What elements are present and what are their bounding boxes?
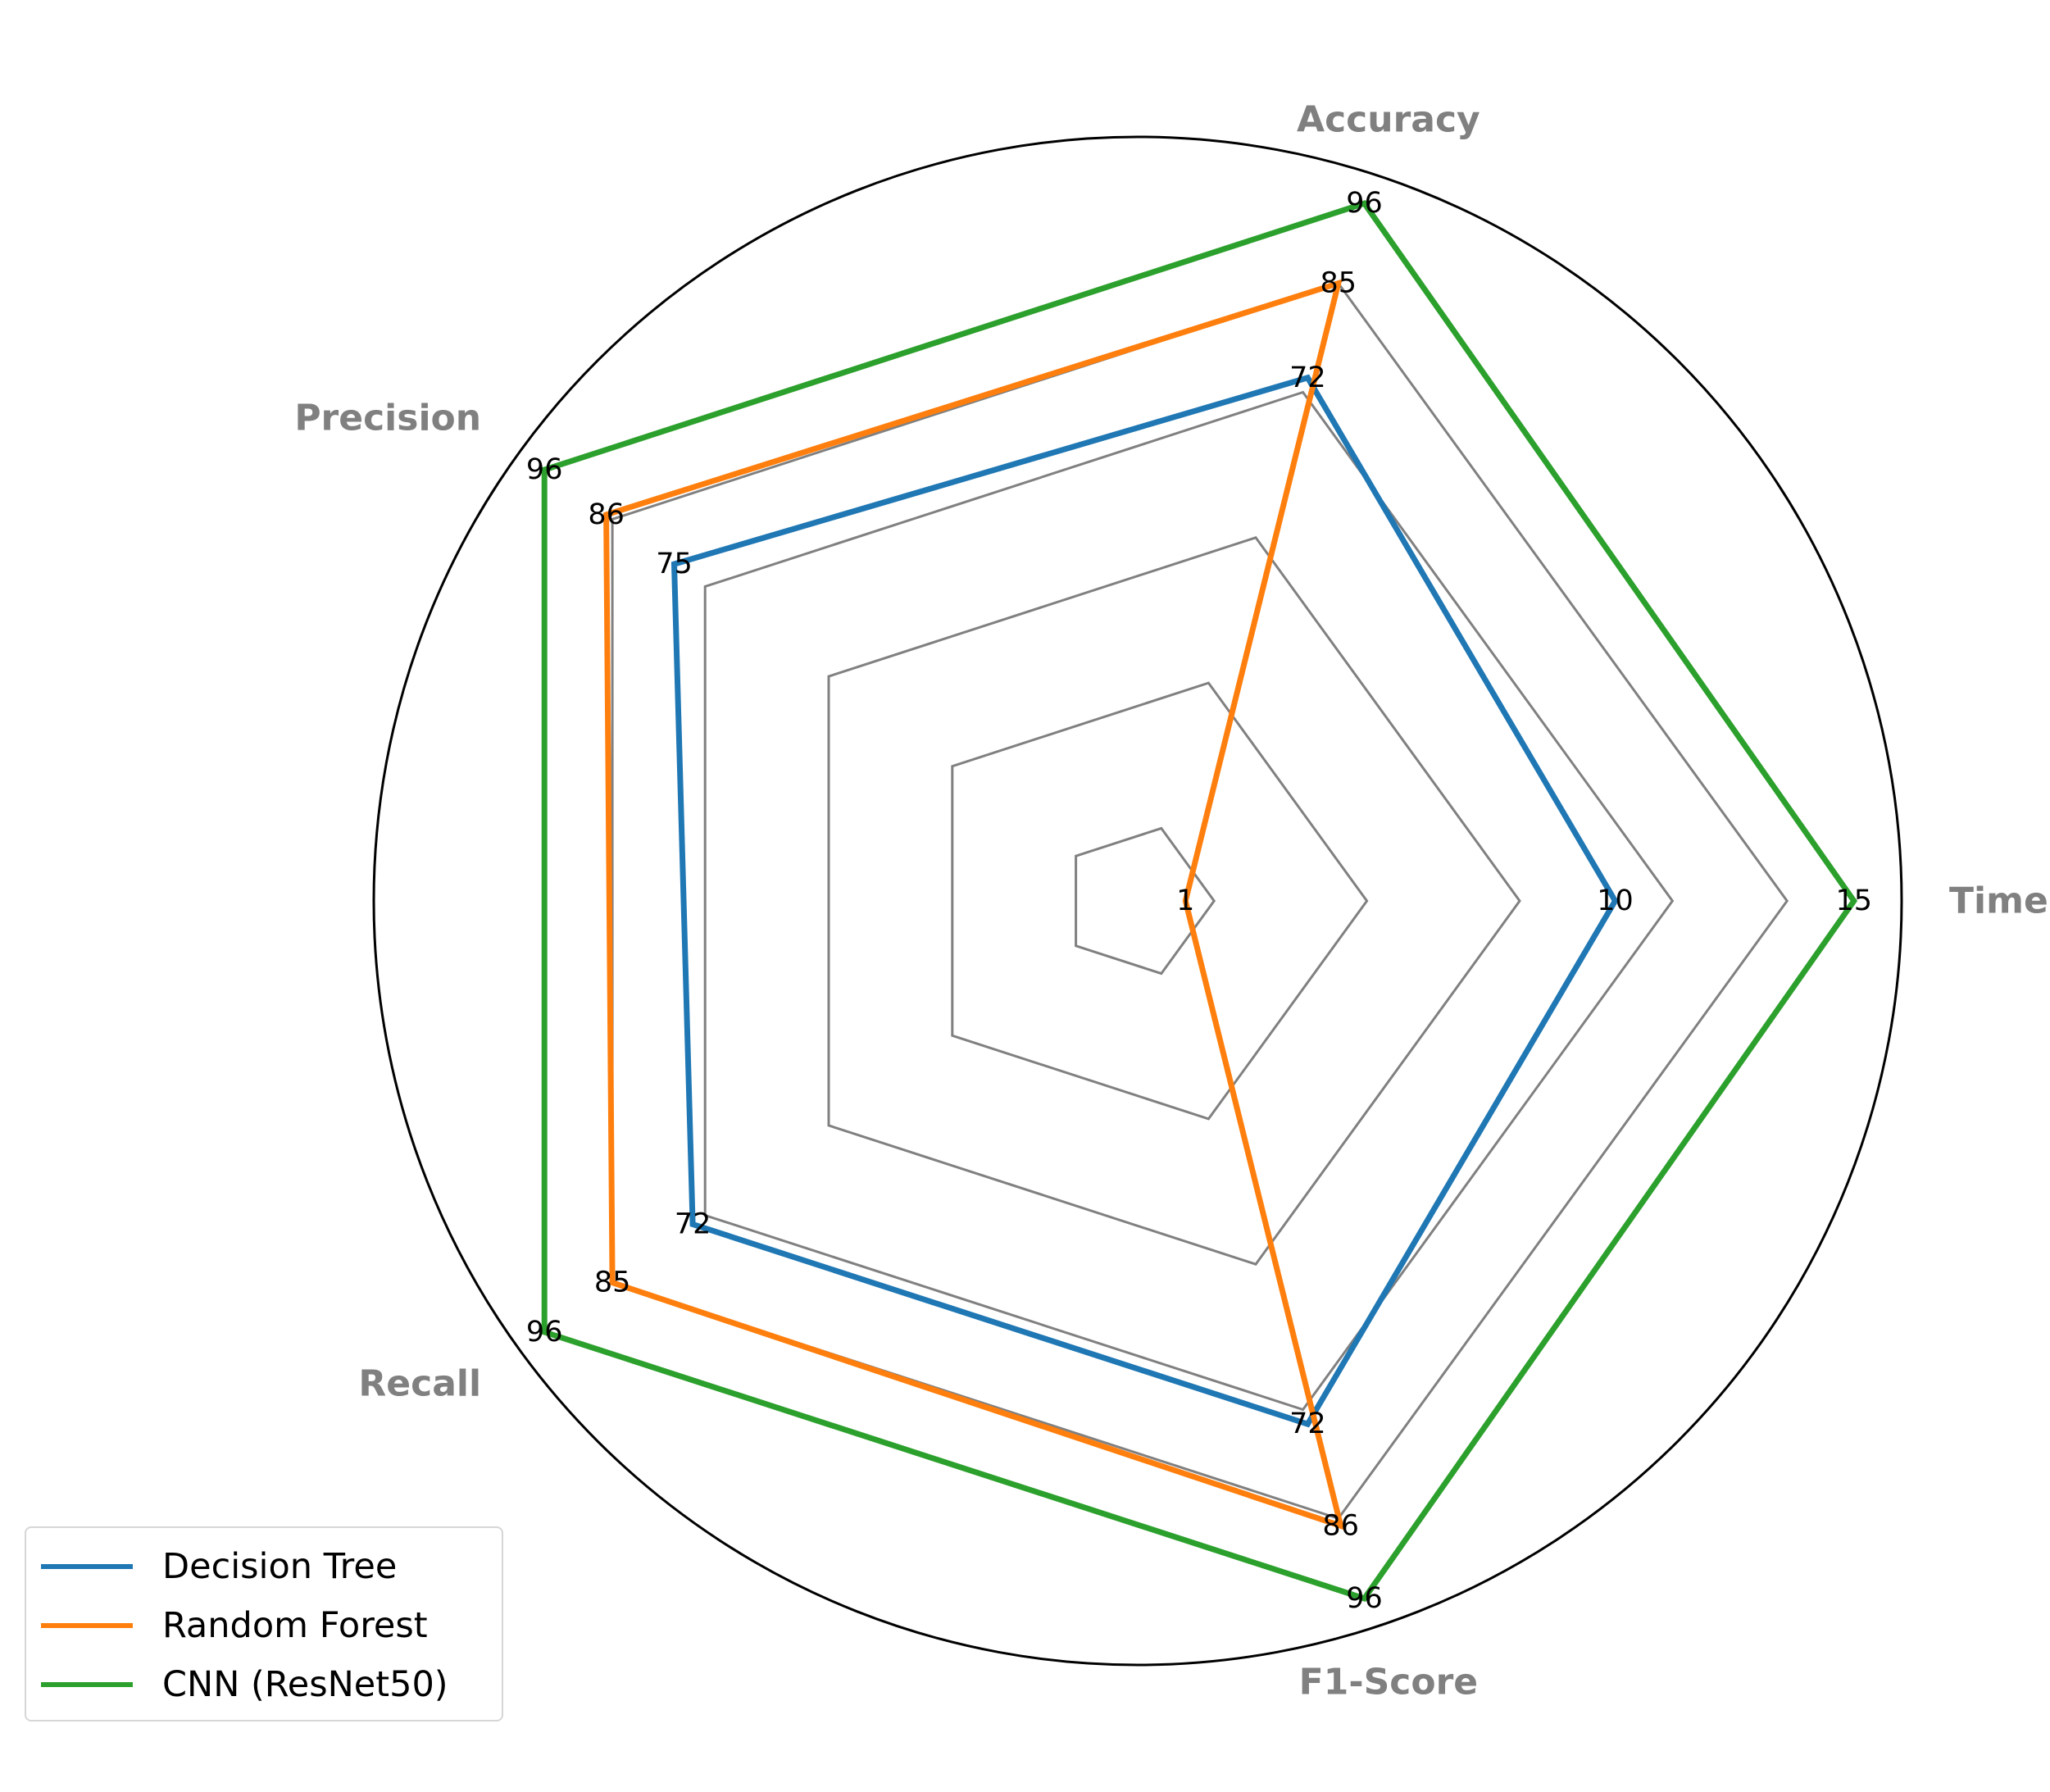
value-labels-group: 10 72 75 72 72 1 85 86 85 86 15 96 96 96 96 <box>526 187 1872 1615</box>
legend-label-decision-tree: Decision Tree <box>162 1546 398 1587</box>
value-label-decision-tree-f1-score: 72 <box>1289 1408 1326 1440</box>
value-label-cnn-resnet50-accuracy: 96 <box>1346 187 1383 220</box>
grid-ring-1 <box>1075 826 1216 976</box>
legend-swatch-random-forest <box>41 1623 133 1628</box>
series-line-cnn-resnet50 <box>541 199 1858 1603</box>
legend-label-cnn: CNN (ResNet50) <box>162 1664 448 1705</box>
grid-ring-5 <box>611 281 1789 1521</box>
legend: Decision Tree Random Forest CNN (ResNet5… <box>25 1526 503 1722</box>
axis-label-accuracy: Accuracy <box>1297 99 1480 141</box>
value-label-decision-tree-accuracy: 72 <box>1289 362 1326 394</box>
value-label-random-forest-time: 1 <box>1176 885 1194 917</box>
value-label-random-forest-recall: 85 <box>594 1267 631 1299</box>
value-label-decision-tree-recall: 72 <box>675 1208 711 1240</box>
radar-series-group <box>541 199 1858 1603</box>
legend-label-random-forest: Random Forest <box>162 1605 428 1646</box>
value-label-decision-tree-time: 10 <box>1597 885 1634 917</box>
radar-outer-circle <box>372 135 1903 1667</box>
axis-label-f1-score: F1-Score <box>1299 1662 1478 1703</box>
grid-ring-3 <box>827 536 1521 1266</box>
value-label-random-forest-precision: 86 <box>588 498 625 531</box>
axis-label-precision: Precision <box>294 398 481 439</box>
value-label-random-forest-f1-score: 86 <box>1322 1509 1359 1542</box>
value-label-cnn-resnet50-precision: 96 <box>526 453 563 486</box>
legend-swatch-decision-tree <box>41 1564 133 1569</box>
axis-labels-group: Time Accuracy Precision Recall F1-Score <box>294 99 2048 1703</box>
legend-item-decision-tree: Decision Tree <box>41 1538 397 1595</box>
legend-swatch-cnn <box>41 1682 133 1687</box>
value-label-cnn-resnet50-time: 15 <box>1836 885 1873 917</box>
series-line-random-forest <box>603 279 1345 1530</box>
axis-label-time: Time <box>1949 880 2048 922</box>
grid-ring-2 <box>951 681 1369 1121</box>
axis-label-recall: Recall <box>358 1363 481 1405</box>
legend-item-random-forest: Random Forest <box>41 1597 428 1654</box>
value-label-decision-tree-precision: 75 <box>656 548 693 580</box>
series-line-decision-tree <box>670 374 1619 1428</box>
legend-item-cnn: CNN (ResNet50) <box>41 1656 448 1713</box>
value-label-random-forest-accuracy: 85 <box>1320 267 1357 300</box>
value-label-cnn-resnet50-f1-score: 96 <box>1346 1582 1383 1615</box>
value-label-cnn-resnet50-recall: 96 <box>526 1316 563 1349</box>
